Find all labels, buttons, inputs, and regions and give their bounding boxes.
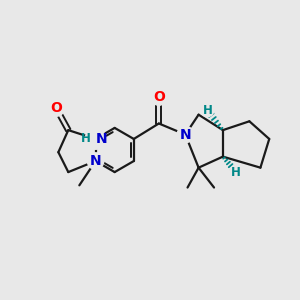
Circle shape: [151, 89, 167, 105]
Circle shape: [87, 153, 104, 169]
Text: O: O: [50, 101, 62, 115]
Circle shape: [85, 129, 106, 149]
Text: H: H: [231, 166, 241, 178]
Circle shape: [201, 104, 214, 117]
Text: H: H: [202, 104, 212, 117]
Circle shape: [177, 126, 194, 143]
Text: N: N: [90, 154, 101, 168]
Text: H: H: [81, 133, 91, 146]
Text: O: O: [153, 90, 165, 104]
Text: N: N: [95, 132, 107, 146]
Circle shape: [48, 100, 64, 116]
Circle shape: [230, 166, 243, 178]
Text: N: N: [179, 128, 191, 142]
